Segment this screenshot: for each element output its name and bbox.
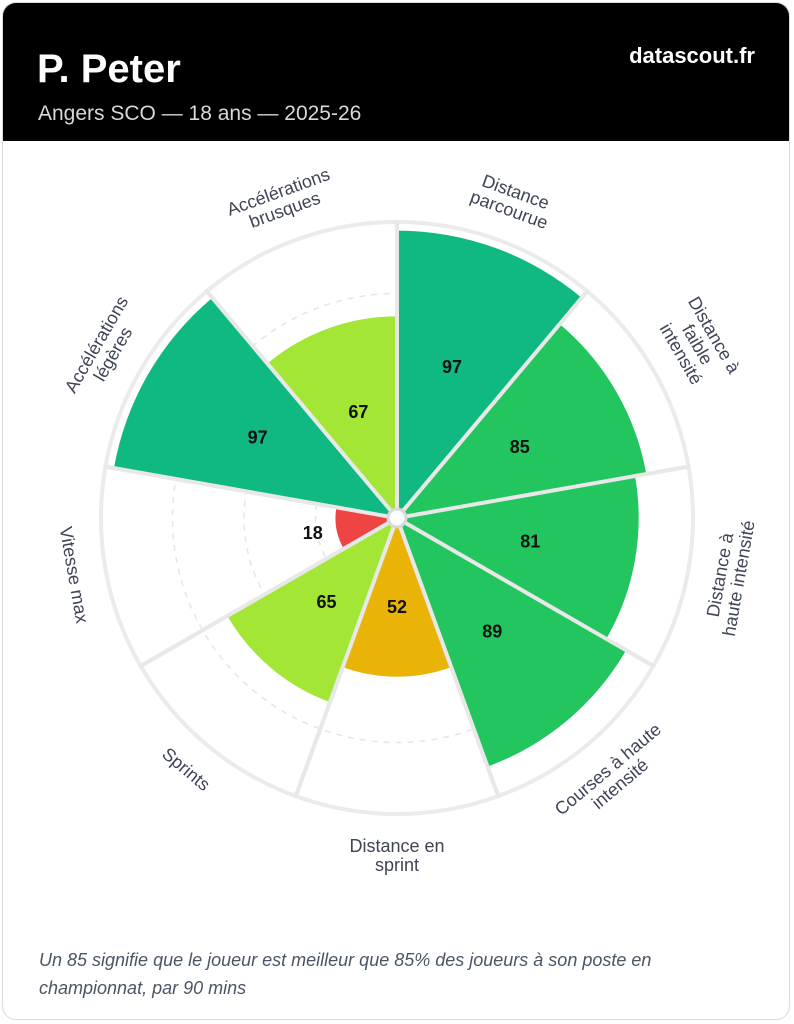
- chart-category-label: Distance àfaibleintensité: [651, 293, 744, 397]
- chart-category-label-line: sprint: [375, 855, 419, 875]
- chart-category-label: Vitesse max: [56, 525, 93, 625]
- chart-category-label-line: Distance en: [349, 836, 444, 856]
- chart-separator: [103, 464, 388, 519]
- polar-chart: 97 85 81 89 52 65 18 97 67 Distanceparcourue Dist…: [56, 164, 759, 875]
- chart-value-label: 18: [303, 523, 323, 543]
- player-subtitle: Angers SCO — 18 ans — 2025-26: [38, 102, 362, 125]
- player-name: P. Peter: [37, 47, 181, 91]
- chart-value-label: 65: [316, 592, 336, 612]
- chart-category-label: Accélérationsbrusques: [224, 164, 339, 238]
- chart-value-label: 52: [387, 597, 407, 617]
- chart-value-label: 89: [482, 621, 502, 641]
- chart-separator: [401, 288, 591, 512]
- chart-value-label: 67: [348, 402, 368, 422]
- chart-bars: [113, 230, 647, 767]
- chart-separator: [406, 464, 691, 519]
- chart-bar: [342, 527, 452, 677]
- chart-separator: [404, 521, 657, 669]
- chart-separators: [103, 220, 691, 799]
- header: P. Peter Angers SCO — 18 ans — 2025-26 d…: [3, 3, 789, 141]
- chart-category-label: Distance en sprint: [349, 836, 444, 875]
- footnote: Un 85 signifie que le joueur est meilleu…: [39, 950, 652, 998]
- chart-category-label: Distanceparcourue: [468, 169, 558, 233]
- chart-bar: [397, 230, 582, 511]
- chart-bar: [113, 297, 391, 517]
- brand-logo-text: datascout.fr: [629, 43, 755, 68]
- chart-center: [386, 507, 408, 529]
- chart-separator: [137, 521, 390, 669]
- chart-value-label: 97: [248, 428, 268, 448]
- chart-category-label-line: Vitesse max: [56, 525, 93, 625]
- chart-category-label: Distance àhaute intensité: [700, 516, 759, 638]
- chart-bar: [405, 476, 639, 639]
- chart-bar: [403, 324, 647, 517]
- chart-bar: [267, 316, 397, 511]
- chart-value-label: 97: [442, 357, 462, 377]
- chart-bar: [335, 507, 389, 549]
- chart-bar: [227, 523, 394, 703]
- chart-value-label: 81: [520, 531, 540, 551]
- chart-category-label-line: Sprints: [158, 744, 214, 795]
- chart-separator: [203, 288, 393, 512]
- chart-value-label: 85: [510, 437, 530, 457]
- chart-category-label: Sprints: [158, 744, 214, 795]
- chart-bar: [400, 523, 627, 767]
- chart-separator: [293, 526, 396, 799]
- chart-value-labels: 97 85 81 89 52 65 18 97 67: [248, 357, 541, 642]
- chart-separator: [398, 526, 501, 799]
